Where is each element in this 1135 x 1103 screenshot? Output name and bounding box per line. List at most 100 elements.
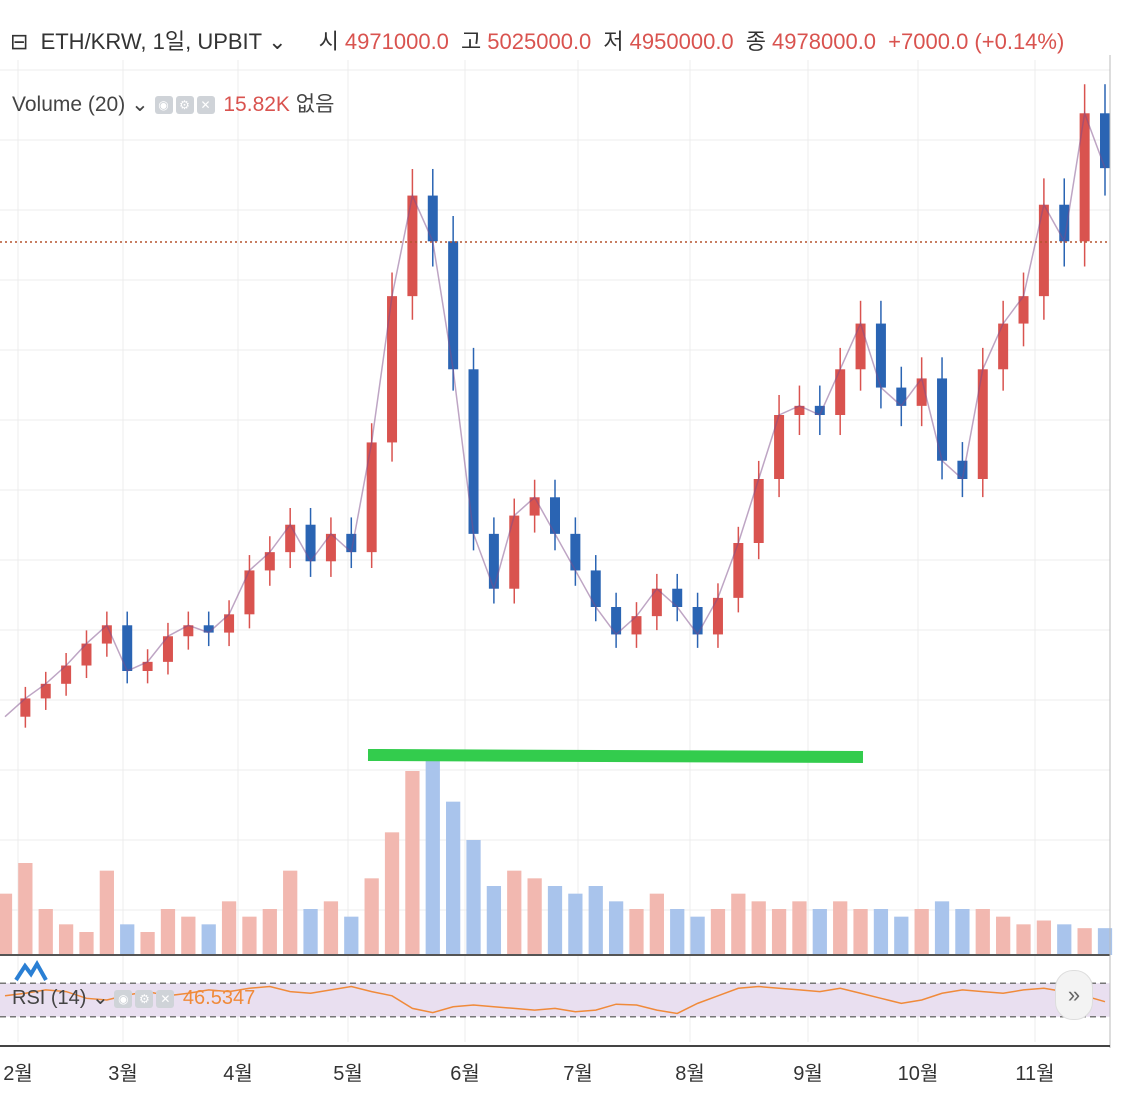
x-tick-label: 7월 (563, 1062, 593, 1085)
volume-bar (38, 909, 53, 955)
volume-bar (710, 909, 726, 955)
volume-bar (547, 886, 563, 955)
candle-body (61, 665, 72, 684)
volume-bar (0, 893, 13, 955)
candle-body (81, 643, 92, 666)
volume-bar (507, 870, 522, 955)
candle-body (366, 442, 377, 553)
candle-body (305, 524, 316, 562)
candle-body (529, 497, 540, 516)
volume-bar (364, 878, 379, 955)
rsi-line (4, 985, 1106, 1015)
candle-body (937, 378, 948, 461)
high-label: 고 (461, 29, 482, 54)
volume-bar (242, 916, 257, 955)
close-icon[interactable]: ✕ (156, 989, 175, 1008)
eye-icon[interactable]: ◉ (154, 96, 173, 115)
volume-bar (1036, 920, 1052, 955)
volume-bar (792, 901, 807, 955)
volume-bar (894, 916, 909, 955)
candle-body (203, 625, 214, 633)
candle-body (774, 415, 785, 479)
volume-bar (201, 924, 216, 955)
volume-label[interactable]: Volume (20) (12, 93, 126, 116)
volume-bar (79, 932, 94, 955)
volume-bar (425, 755, 440, 955)
open-label: 시 (318, 29, 339, 54)
x-tick-label: 10월 (898, 1062, 939, 1085)
candle-body (1018, 296, 1029, 324)
support-line (367, 749, 864, 763)
x-tick-label: 2월 (3, 1062, 33, 1085)
candle-body (712, 597, 723, 635)
candle-body (875, 323, 886, 388)
volume-legend: Volume (20) ⌄ ◉ ⚙ ✕ 15.82K 없음 (12, 88, 334, 118)
x-tick-label: 6월 (450, 1062, 480, 1085)
high-value: 5025000.0 (487, 29, 592, 54)
volume-bar (140, 932, 155, 955)
candle-body (753, 479, 764, 543)
candle-body (122, 625, 133, 671)
x-tick-label: 8월 (675, 1062, 705, 1085)
candle-body (468, 369, 479, 534)
rsi-label[interactable]: RSI (14) (12, 987, 87, 1009)
close-label: 종 (745, 29, 767, 54)
collapse-icon[interactable]: ⊟ (10, 29, 29, 54)
candle-body (835, 369, 846, 415)
volume-bar (120, 924, 135, 955)
volume-bar (1077, 928, 1092, 955)
scroll-right-button[interactable]: » (1055, 970, 1093, 1020)
candle-body (916, 378, 927, 406)
eye-icon[interactable]: ◉ (114, 989, 133, 1008)
volume-bar (283, 870, 298, 955)
candle-body (1038, 204, 1049, 297)
candle-body (264, 552, 275, 571)
candle-body (488, 533, 499, 589)
volume-bar (996, 916, 1011, 955)
volume-bar (303, 909, 318, 955)
gear-icon[interactable]: ⚙ (135, 989, 154, 1008)
candle-body (998, 323, 1009, 370)
volume-bar (527, 878, 542, 955)
volume-bar (18, 863, 33, 955)
candle-body (977, 369, 988, 479)
chevron-down-icon[interactable]: ⌄ (131, 93, 149, 116)
volume-bar (323, 901, 339, 955)
volume-bar (649, 893, 664, 955)
volume-bar (751, 901, 766, 955)
volume-bar (262, 909, 277, 955)
candle-body (631, 616, 642, 635)
candle-body (672, 588, 683, 607)
volume-bar (1057, 924, 1072, 955)
chevron-down-icon[interactable]: ⌄ (92, 987, 109, 1009)
candle-body (733, 543, 744, 598)
candle-body (387, 296, 398, 443)
x-tick-label: 9월 (793, 1062, 823, 1085)
volume-bar (771, 909, 787, 955)
chart-legend: ⊟ ETH/KRW, 1일, UPBIT ⌄ 시 4971000.0 고 502500… (10, 24, 1070, 56)
rsi-band (0, 983, 1110, 1017)
candle-body (794, 405, 805, 415)
change-value: +7000.0 (+0.14%) (888, 29, 1065, 54)
low-label: 저 (603, 29, 624, 54)
volume-bar (405, 771, 420, 955)
x-tick-label: 5월 (333, 1062, 363, 1085)
volume-bar (446, 801, 461, 955)
open-value: 4971000.0 (344, 29, 449, 54)
candle-body (407, 195, 418, 297)
candle-body (448, 241, 459, 370)
low-value: 4950000.0 (629, 29, 734, 54)
rsi-value: 46.5347 (182, 987, 256, 1009)
candle-body (285, 524, 296, 553)
gear-icon[interactable]: ⚙ (175, 96, 194, 115)
volume-bar (568, 893, 583, 955)
close-icon[interactable]: ✕ (196, 96, 215, 115)
candle-body (570, 533, 581, 571)
chevron-down-icon[interactable]: ⌄ (268, 29, 287, 54)
volume-bar (833, 901, 848, 955)
symbol-title[interactable]: ETH/KRW, 1일, UPBIT (40, 29, 263, 54)
candle-body (346, 533, 357, 553)
candle-body (550, 497, 560, 534)
candle-body (611, 607, 622, 635)
